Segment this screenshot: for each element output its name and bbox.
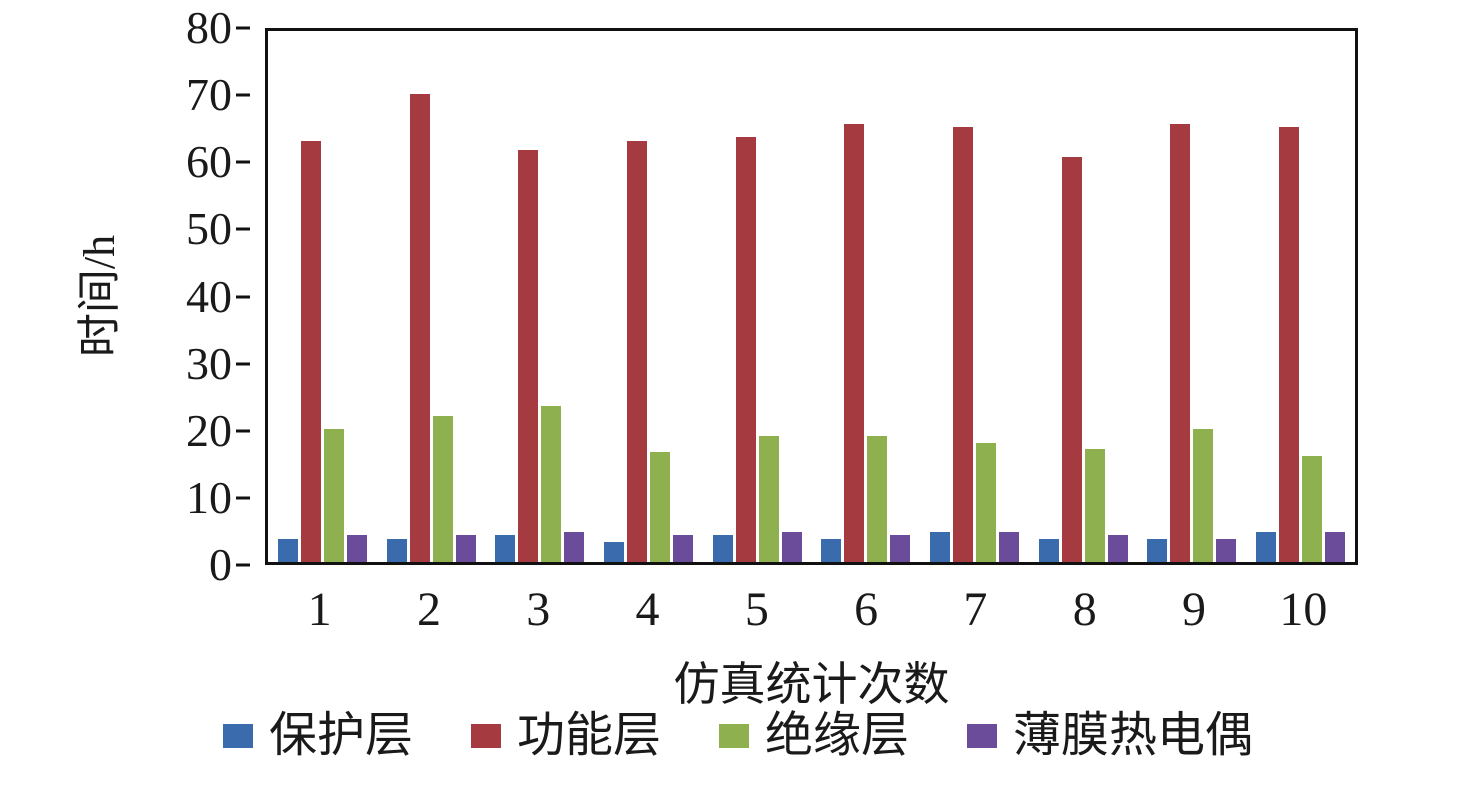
x-tick-label-7: 7 <box>963 583 988 636</box>
bar-绝缘层-3 <box>541 406 562 562</box>
bar-薄膜热电偶-5 <box>781 532 802 562</box>
x-tick-label-3: 3 <box>526 583 551 636</box>
bar-绝缘层-2 <box>432 415 453 562</box>
legend-swatch-功能层 <box>470 724 501 748</box>
y-tick-mark-70 <box>236 93 250 97</box>
bar-薄膜热电偶-6 <box>890 535 911 562</box>
bar-group-5 <box>703 31 812 562</box>
y-tick-mark-60 <box>236 160 250 164</box>
bar-绝缘层-6 <box>867 435 888 562</box>
bar-group-8 <box>1029 31 1138 562</box>
legend-swatch-保护层 <box>222 724 253 748</box>
bar-绝缘层-5 <box>758 435 779 562</box>
x-tick-label-5: 5 <box>744 583 769 636</box>
plot-area <box>265 28 1358 565</box>
bar-group-1 <box>268 31 377 562</box>
bar-保护层-10 <box>1256 532 1277 562</box>
bar-绝缘层-9 <box>1193 429 1214 562</box>
bar-功能层-10 <box>1279 127 1300 562</box>
bar-功能层-5 <box>735 137 756 562</box>
y-tick-mark-0 <box>236 563 250 567</box>
y-tick-mark-50 <box>236 227 250 231</box>
bar-group-3 <box>485 31 594 562</box>
y-tick-mark-30 <box>236 362 250 366</box>
bar-薄膜热电偶-4 <box>672 535 693 562</box>
legend-swatch-绝缘层 <box>719 724 749 748</box>
y-tick-label-30: 30 <box>186 337 232 389</box>
bar-薄膜热电偶-7 <box>999 532 1020 562</box>
y-tick-label-20: 20 <box>186 404 232 456</box>
y-tick-label-70: 70 <box>186 69 232 121</box>
x-axis-label: 仿真统计次数 <box>673 659 950 710</box>
bar-保护层-5 <box>712 535 733 562</box>
bar-功能层-7 <box>953 127 974 562</box>
bar-绝缘层-1 <box>323 429 344 562</box>
x-tick-label-10: 10 <box>1279 583 1328 636</box>
bar-group-7 <box>920 31 1029 562</box>
y-axis-label: 时间/h <box>75 234 124 358</box>
bar-功能层-6 <box>844 123 865 562</box>
bar-薄膜热电偶-2 <box>455 535 476 562</box>
legend-item-薄膜热电偶: 薄膜热电偶 <box>967 712 1253 760</box>
bar-功能层-8 <box>1061 157 1082 562</box>
bar-绝缘层-10 <box>1302 455 1323 562</box>
bar-保护层-7 <box>930 532 951 562</box>
x-tick-label-9: 9 <box>1182 583 1207 636</box>
bar-group-9 <box>1138 31 1247 562</box>
x-tick-label-8: 8 <box>1072 583 1097 636</box>
bar-薄膜热电偶-8 <box>1107 535 1128 562</box>
bar-功能层-9 <box>1170 123 1191 562</box>
x-tick-label-1: 1 <box>307 583 332 636</box>
y-tick-label-50: 50 <box>186 203 232 255</box>
bar-功能层-1 <box>300 140 321 562</box>
bar-功能层-2 <box>409 94 430 562</box>
y-tick-label-40: 40 <box>186 270 232 322</box>
x-tick-label-6: 6 <box>854 583 879 636</box>
y-tick-mark-20 <box>236 429 250 433</box>
bar-group-10 <box>1246 31 1355 562</box>
bar-薄膜热电偶-3 <box>564 532 585 562</box>
bar-保护层-1 <box>277 538 298 562</box>
bar-保护层-3 <box>495 535 516 562</box>
bar-保护层-4 <box>603 542 624 562</box>
y-tick-mark-40 <box>236 295 250 298</box>
x-axis-ticks: 1 2 3 4 5 6 7 8 9 10 <box>265 580 1358 640</box>
legend-label-功能层: 功能层 <box>516 709 661 762</box>
bar-保护层-2 <box>386 538 407 562</box>
bar-group-2 <box>377 31 486 562</box>
legend-item-保护层: 保护层 <box>222 709 413 762</box>
legend-swatch-薄膜热电偶 <box>967 724 998 748</box>
x-tick-label-2: 2 <box>416 583 441 636</box>
bar-功能层-3 <box>518 150 539 562</box>
bar-薄膜热电偶-9 <box>1216 538 1237 562</box>
legend-item-绝缘层: 绝缘层 <box>719 712 909 760</box>
y-axis-ticks: 0 10 20 30 40 50 60 70 80 <box>150 5 250 588</box>
legend-label-绝缘层: 绝缘层 <box>765 709 910 762</box>
x-tick-label-4: 4 <box>635 583 660 636</box>
bar-薄膜热电偶-10 <box>1325 532 1346 562</box>
y-tick-mark-80 <box>236 26 250 30</box>
y-tick-label-0: 0 <box>209 539 232 590</box>
bar-功能层-4 <box>626 140 647 562</box>
bar-绝缘层-7 <box>976 442 997 562</box>
y-tick-label-10: 10 <box>186 471 232 523</box>
y-tick-label-80: 80 <box>186 2 232 53</box>
bar-绝缘层-4 <box>649 452 670 562</box>
bar-group-4 <box>594 31 703 562</box>
bar-保护层-9 <box>1147 538 1168 562</box>
bar-保护层-6 <box>821 538 842 562</box>
legend-label-薄膜热电偶: 薄膜热电偶 <box>1013 709 1254 762</box>
bar-group-6 <box>812 31 921 562</box>
bar-绝缘层-8 <box>1084 449 1105 562</box>
chart-legend: 保护层 功能层 绝缘层 薄膜热电偶 <box>0 712 1476 760</box>
y-tick-mark-10 <box>236 496 250 500</box>
y-tick-label-60: 60 <box>186 136 232 188</box>
legend-label-保护层: 保护层 <box>268 709 413 762</box>
legend-item-功能层: 功能层 <box>470 709 661 762</box>
bar-薄膜热电偶-1 <box>346 535 367 562</box>
bar-保护层-8 <box>1038 538 1059 562</box>
